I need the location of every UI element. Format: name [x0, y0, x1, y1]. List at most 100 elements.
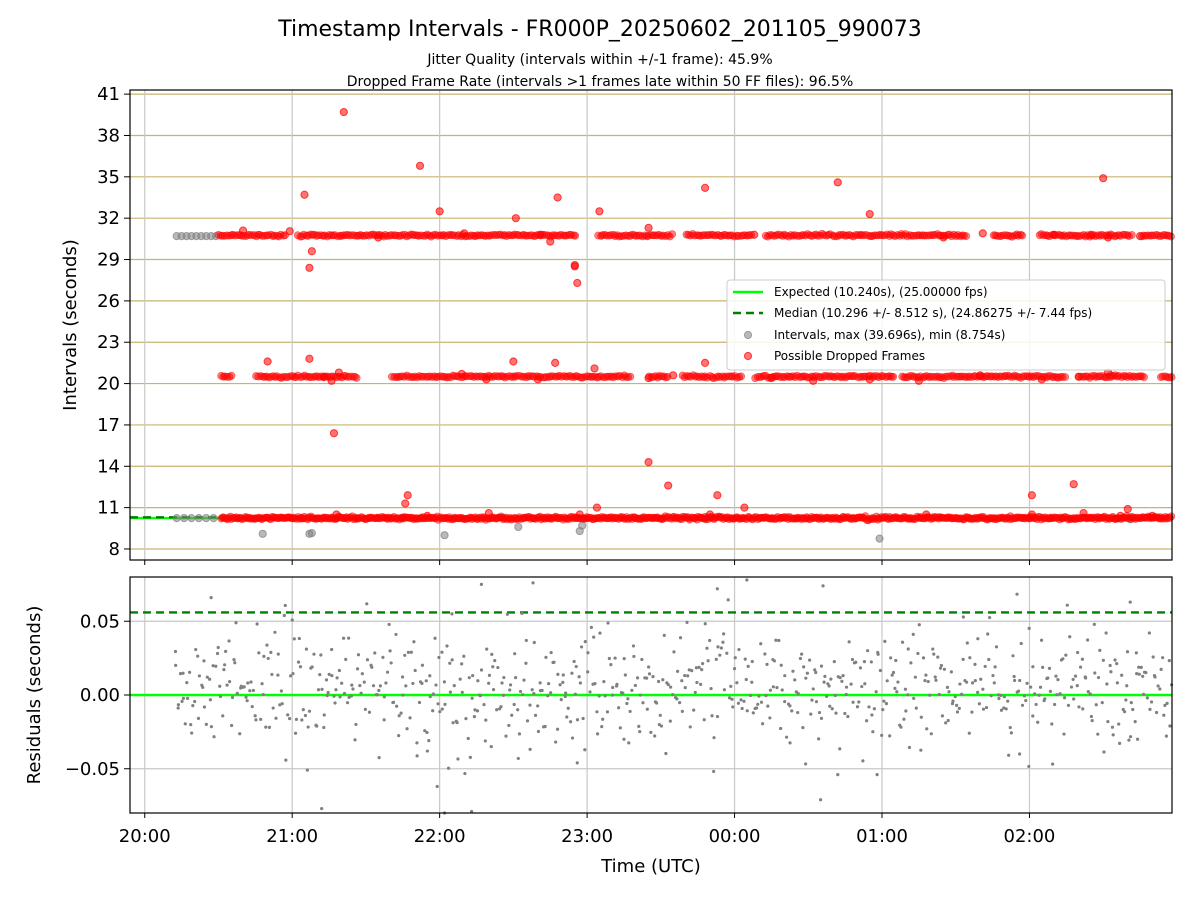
residual-point [730, 697, 734, 701]
residual-point [514, 676, 518, 680]
residual-point [279, 689, 283, 693]
residual-point [251, 688, 256, 693]
dropped-frame-point [1086, 230, 1096, 239]
residual-point [450, 658, 454, 662]
residual-point [437, 655, 441, 660]
residual-point [362, 680, 366, 684]
residual-point [884, 702, 889, 706]
dropped-frame-point [595, 207, 604, 216]
residual-point [385, 670, 390, 674]
dropped-frame-point [332, 510, 341, 519]
residual-point [965, 641, 969, 645]
intervals-y-tick-label: 8 [109, 539, 120, 560]
residual-point [592, 635, 596, 639]
residual-point [496, 665, 500, 670]
residual-point [267, 725, 272, 730]
dropped-frame-point [482, 375, 491, 384]
residual-point [814, 700, 819, 704]
residual-point [185, 696, 190, 700]
residual-point [448, 661, 452, 665]
residual-point [1078, 665, 1083, 669]
dropped-frame-point [644, 373, 653, 383]
residual-point [482, 703, 486, 707]
residual-point [401, 693, 405, 697]
residual-point [307, 709, 312, 713]
residual-point [836, 773, 840, 777]
residual-point [1127, 738, 1131, 742]
residual-point [751, 711, 755, 715]
residual-point [338, 695, 342, 699]
residual-point [659, 724, 664, 728]
residual-point [1104, 631, 1108, 635]
residual-point [297, 636, 301, 641]
residual-point [549, 650, 553, 655]
residual-point [849, 682, 853, 686]
residual-point [838, 676, 842, 680]
residual-point [735, 681, 739, 685]
residual-point [1050, 762, 1055, 766]
residual-point [854, 660, 858, 664]
residual-point [316, 688, 321, 692]
dropped-frame-point [1140, 373, 1148, 382]
residual-point [1158, 687, 1162, 691]
residual-point [225, 683, 229, 687]
residual-point [631, 644, 636, 648]
dropped-frame-point [571, 231, 580, 240]
residual-point [992, 681, 996, 685]
residual-point [504, 734, 508, 738]
residual-point [282, 613, 286, 618]
residual-point [718, 653, 722, 657]
residual-point [287, 716, 292, 721]
dropped-frame-point [1027, 510, 1037, 519]
residual-point [946, 718, 950, 723]
residual-point [638, 693, 642, 697]
residual-point [950, 702, 955, 706]
residual-point [350, 683, 354, 687]
dropped-frame-point [1099, 174, 1108, 183]
residual-point [440, 707, 444, 711]
residual-point [934, 678, 938, 682]
residual-point [746, 664, 750, 668]
residual-point [181, 671, 185, 675]
residual-point [586, 670, 590, 674]
residual-point [942, 667, 946, 671]
residual-point [1090, 719, 1094, 723]
dropped-frame-point [238, 226, 248, 235]
residual-point [632, 654, 636, 659]
residual-point [796, 710, 800, 715]
residual-point [900, 640, 905, 644]
residual-point [255, 622, 259, 626]
residual-point [779, 726, 783, 731]
residual-point [690, 668, 694, 673]
intervals-y-tick-label: 29 [97, 250, 120, 271]
residual-point [212, 735, 216, 739]
residual-point [546, 694, 550, 698]
residual-point [1154, 710, 1159, 715]
residual-point [337, 668, 342, 673]
residual-point [759, 700, 764, 704]
residual-point [173, 649, 178, 654]
dropped-frame-point [740, 503, 749, 512]
residual-point [347, 695, 351, 699]
residual-point [306, 725, 310, 729]
residual-point [420, 663, 425, 667]
residual-point [345, 701, 350, 705]
residual-point [883, 639, 887, 643]
residual-point [583, 639, 587, 644]
residual-point [744, 677, 748, 682]
residual-point [468, 755, 472, 760]
residual-point [1034, 702, 1038, 707]
residual-point [425, 730, 429, 735]
residual-point [391, 700, 396, 704]
residual-point [688, 725, 692, 729]
residual-point [1024, 698, 1028, 703]
dropped-frame-point [339, 107, 348, 117]
residual-point [968, 656, 972, 660]
residual-point [575, 761, 579, 765]
residual-point [556, 672, 560, 676]
residual-point [947, 690, 951, 694]
residual-point [1148, 707, 1152, 711]
residual-point [456, 757, 460, 761]
residual-point [320, 687, 324, 691]
residual-point [976, 637, 980, 641]
